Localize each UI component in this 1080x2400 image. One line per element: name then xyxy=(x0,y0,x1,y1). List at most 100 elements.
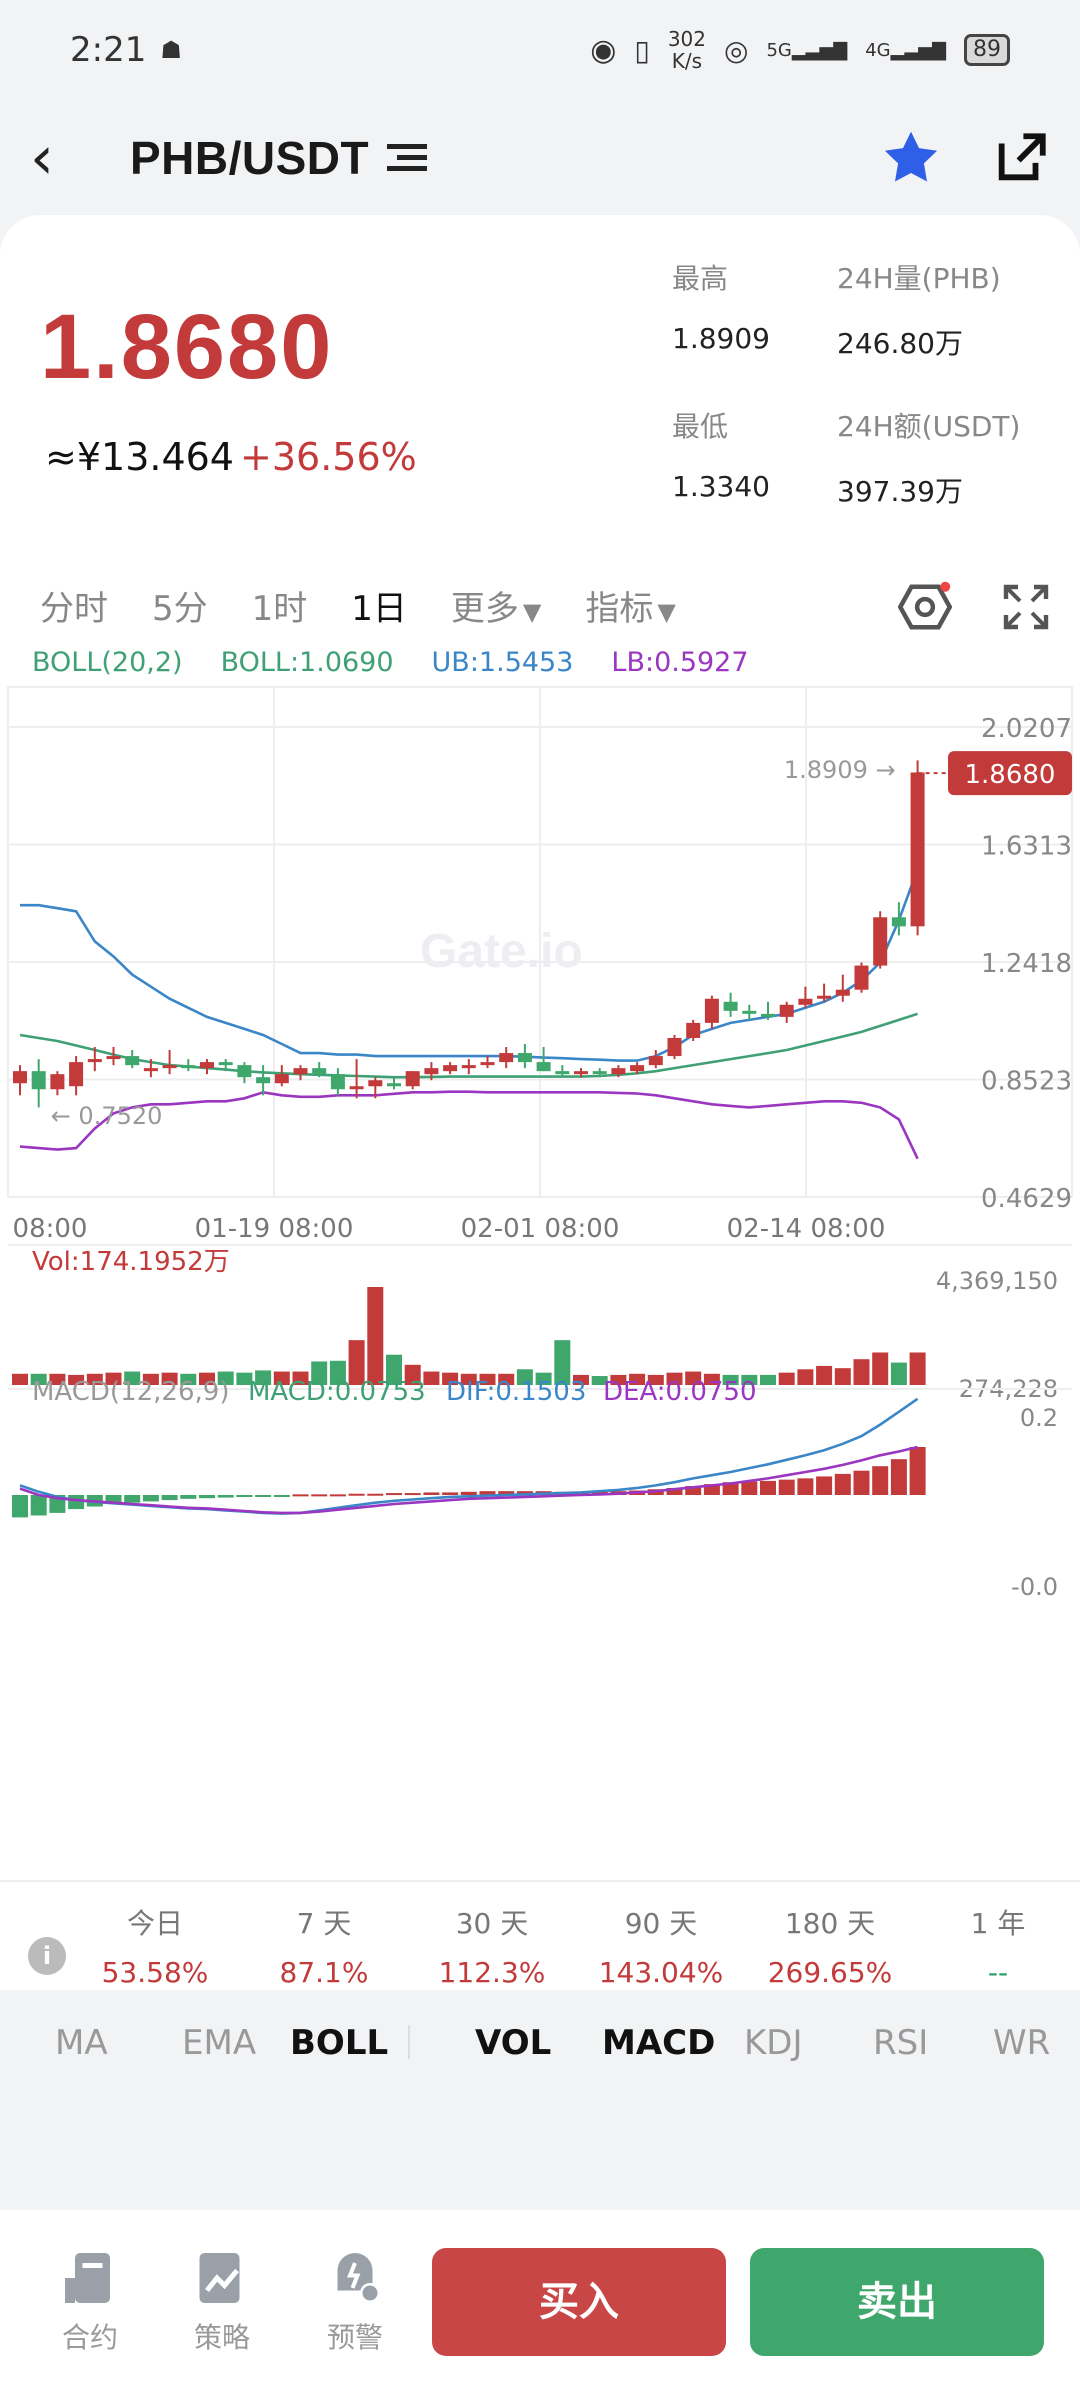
candle-body xyxy=(31,1071,46,1090)
volume-bar xyxy=(685,1371,702,1385)
sell-button[interactable]: 卖出 xyxy=(750,2248,1044,2356)
strategy-button[interactable]: 策略 xyxy=(172,2248,272,2356)
top-header: ‹ PHB/USDT xyxy=(0,100,1080,215)
macd-histogram-bar xyxy=(105,1495,122,1504)
back-arrow-icon[interactable]: ‹ xyxy=(30,122,54,193)
candle-body xyxy=(218,1062,233,1066)
bottom-action-bar: 合约 策略 预警 买入 卖出 xyxy=(0,2210,1080,2400)
ind-tab-wr[interactable]: WR xyxy=(993,2023,1051,2063)
x-tick-label: 02-14 08:00 xyxy=(727,1214,886,1244)
candle-body xyxy=(368,1080,383,1087)
macd-histogram-bar xyxy=(423,1492,440,1495)
macd-histogram-bar xyxy=(12,1495,28,1518)
volume-bar xyxy=(386,1354,402,1385)
volume-value: 246.80万 xyxy=(837,327,963,360)
ind-tab-rsi[interactable]: RSI xyxy=(873,2023,929,2063)
amount-value: 397.39万 xyxy=(837,475,963,508)
volume-bar xyxy=(498,1373,515,1385)
tab-1hour[interactable]: 1时 xyxy=(251,588,308,629)
ind-tab-kdj[interactable]: KDJ xyxy=(744,2023,803,2063)
boll-name: BOLL(20,2) xyxy=(32,647,183,678)
candle-body xyxy=(405,1071,420,1087)
favorite-star-icon[interactable] xyxy=(880,127,942,189)
y-tick-label: 0.8523 xyxy=(981,1067,1072,1097)
ind-tab-boll[interactable]: BOLL xyxy=(290,2023,389,2063)
dif-value: DIF:0.1503 xyxy=(446,1377,586,1407)
macd-histogram-bar xyxy=(760,1480,776,1495)
ind-tab-vol[interactable]: VOL xyxy=(475,2023,552,2063)
macd-histogram-bar xyxy=(161,1495,178,1501)
volume-bar xyxy=(30,1373,47,1385)
macd-dea-line xyxy=(19,1445,918,1515)
tab-indicators[interactable]: 指标 ▼ xyxy=(585,588,676,629)
candle-body xyxy=(312,1068,327,1075)
volume-bar xyxy=(86,1373,103,1385)
share-icon[interactable] xyxy=(992,129,1050,187)
signal-sim2-icon: 4G▂▃▅▇ xyxy=(865,39,946,61)
contract-button[interactable]: 合约 xyxy=(40,2248,140,2356)
macd-histogram-bar xyxy=(142,1495,159,1502)
chart-frame xyxy=(7,686,1073,1198)
market-list-icon[interactable] xyxy=(387,144,428,171)
notification-icon: ☗ xyxy=(160,36,182,64)
battery-indicator: 89 xyxy=(964,34,1010,66)
volume-bar xyxy=(180,1373,197,1385)
low-label: 最低 xyxy=(672,410,729,443)
candle-body xyxy=(536,1062,551,1072)
watermark: Gate.io xyxy=(420,925,583,978)
hotspot-icon: ◎ xyxy=(724,33,749,67)
candle-body xyxy=(910,772,925,927)
macd-histogram-bar xyxy=(255,1495,272,1497)
tab-timeshare[interactable]: 分时 xyxy=(40,588,108,629)
kline-chart[interactable]: Gate.io 2.0207 1.6313 1.2418 0.8523 0.4629 08:… xyxy=(0,685,1080,1985)
boll-ub-value: UB:1.5453 xyxy=(431,647,574,678)
macd-histogram-bar xyxy=(367,1493,384,1496)
ind-tab-ma[interactable]: MA xyxy=(55,2023,108,2063)
volume-bar xyxy=(853,1359,870,1385)
tab-5min[interactable]: 5分 xyxy=(152,588,208,629)
macd-histogram-bar xyxy=(404,1493,421,1496)
macd-histogram-bar xyxy=(685,1486,702,1495)
low-value: 1.3340 xyxy=(672,470,770,503)
fullscreen-icon[interactable] xyxy=(1002,583,1050,631)
volume-bar xyxy=(367,1287,384,1385)
chart-settings-icon[interactable] xyxy=(898,580,952,634)
ind-tab-macd[interactable]: MACD xyxy=(602,2023,716,2063)
pair-title[interactable]: PHB/USDT xyxy=(130,131,370,184)
info-icon[interactable]: i xyxy=(28,1937,66,1975)
candle-body xyxy=(274,1074,289,1084)
alert-button[interactable]: 预警 xyxy=(305,2248,405,2356)
candle-body xyxy=(69,1062,84,1087)
volume-bar xyxy=(872,1352,889,1385)
performance-row: i 今日 53.58% 7 天 87.1% 30 天 112.3% 90 天 1… xyxy=(0,1880,1080,1990)
macd-histogram-bar xyxy=(909,1447,926,1495)
candle-body xyxy=(891,917,906,927)
interval-tabs: 分时 5分 1时 1日 更多 ▼ 指标 ▼ xyxy=(0,560,1080,650)
volume-bar xyxy=(479,1373,496,1385)
macd-histogram-bar xyxy=(816,1476,833,1495)
ind-tab-ema[interactable]: EMA xyxy=(182,2023,257,2063)
volume-bar xyxy=(909,1352,926,1385)
volume-bar xyxy=(591,1376,608,1385)
y-tick-label: 1.6313 xyxy=(981,831,1072,861)
candle-body xyxy=(686,1022,701,1038)
buy-button[interactable]: 买入 xyxy=(432,2248,726,2356)
volume-bar xyxy=(741,1374,758,1385)
divider xyxy=(408,2025,410,2059)
macd-histogram-bar xyxy=(797,1478,814,1495)
candle-body xyxy=(499,1053,514,1063)
volume-bar xyxy=(647,1374,664,1385)
candle-body xyxy=(162,1065,177,1069)
caret-down-icon: ▼ xyxy=(657,597,676,626)
change-percent: +36.56% xyxy=(240,435,417,479)
market-card: 1.8680 ≈¥13.464 +36.56% 最高 1.8909 24H量(P… xyxy=(0,215,1080,2063)
macd-histogram-bar xyxy=(68,1495,85,1510)
candle-body xyxy=(817,995,832,999)
macd-histogram-bar xyxy=(348,1493,365,1496)
high-label: 最高 xyxy=(672,262,729,295)
tab-1day[interactable]: 1日 xyxy=(351,588,407,629)
tab-more[interactable]: 更多 ▼ xyxy=(450,588,542,629)
volume-bar xyxy=(404,1364,421,1385)
candle-body xyxy=(761,1013,775,1017)
boll-mid-value: BOLL:1.0690 xyxy=(220,647,394,678)
